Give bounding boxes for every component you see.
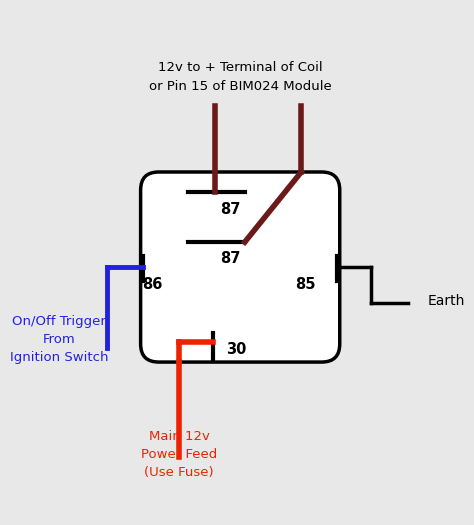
Text: Main 12v: Main 12v bbox=[149, 430, 210, 443]
FancyBboxPatch shape bbox=[141, 172, 340, 362]
Text: Ignition Switch: Ignition Switch bbox=[10, 351, 109, 364]
Text: 30: 30 bbox=[226, 342, 246, 357]
Text: On/Off Trigger: On/Off Trigger bbox=[12, 315, 106, 328]
Text: 87: 87 bbox=[220, 251, 240, 266]
Text: 12v to + Terminal of Coil: 12v to + Terminal of Coil bbox=[158, 61, 322, 75]
Text: 86: 86 bbox=[142, 277, 162, 292]
Text: Earth: Earth bbox=[428, 294, 465, 308]
Text: Power Feed: Power Feed bbox=[141, 448, 217, 461]
Text: (Use Fuse): (Use Fuse) bbox=[144, 466, 214, 479]
Text: 87: 87 bbox=[220, 202, 240, 217]
Text: From: From bbox=[43, 333, 75, 346]
Text: or Pin 15 of BIM024 Module: or Pin 15 of BIM024 Module bbox=[149, 79, 331, 92]
Text: 85: 85 bbox=[296, 277, 316, 292]
